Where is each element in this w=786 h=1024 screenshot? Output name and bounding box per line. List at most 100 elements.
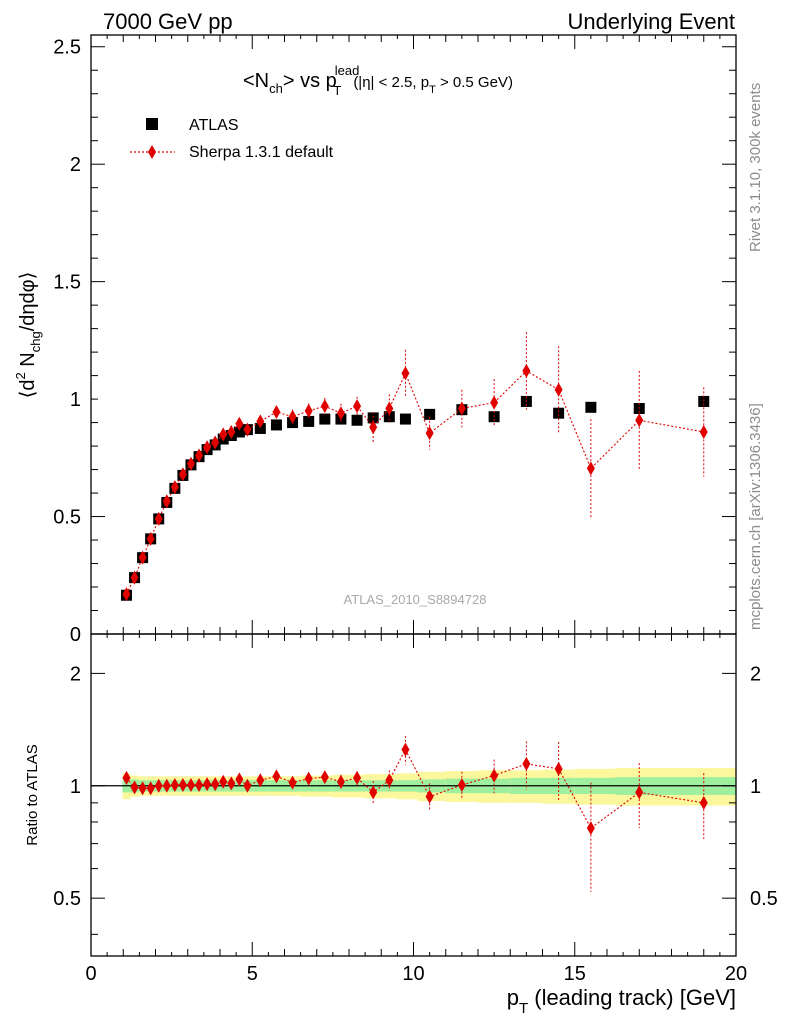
sherpa-ratio-point <box>586 821 595 836</box>
sherpa-point <box>219 427 228 442</box>
atlas-point <box>351 414 363 426</box>
sherpa-ratio-point <box>235 772 244 787</box>
atlas-point <box>698 395 710 407</box>
sherpa-ratio-point <box>146 781 155 796</box>
ratio-y-tick-label-right: 2 <box>750 663 761 685</box>
sherpa-ratio-point <box>522 756 531 771</box>
x-tick-label: 15 <box>564 963 586 985</box>
header-left: 7000 GeV pp <box>103 9 233 34</box>
sherpa-point <box>699 424 708 439</box>
sherpa-point <box>304 403 313 418</box>
atlas-point <box>553 407 565 419</box>
sherpa-point <box>138 550 147 565</box>
ratio-y-tick-label: 2 <box>70 663 81 685</box>
x-tick-label: 0 <box>85 963 96 985</box>
sherpa-point <box>425 426 434 441</box>
atlas-point <box>399 413 411 425</box>
sherpa-point <box>227 424 236 439</box>
sherpa-point <box>122 587 131 602</box>
atlas-point <box>303 415 315 427</box>
mcplots-label: mcplots.cern.ch [arXiv:1306.3436] <box>747 403 764 630</box>
y-tick-label: 0.5 <box>53 507 81 529</box>
sherpa-ratio-point <box>385 773 394 788</box>
sherpa-point <box>385 401 394 416</box>
header-right: Underlying Event <box>567 9 735 34</box>
legend-atlas-label: ATLAS <box>189 117 239 134</box>
ratio-y-tick-label: 1 <box>70 776 81 798</box>
y-tick-label: 1 <box>70 389 81 411</box>
sherpa-point <box>235 416 244 431</box>
sherpa-ratio-point <box>288 775 297 790</box>
sherpa-point <box>490 395 499 410</box>
sherpa-ratio-point <box>195 777 204 792</box>
sherpa-point <box>154 511 163 526</box>
sherpa-point <box>243 422 252 437</box>
x-tick-label: 20 <box>725 963 747 985</box>
sherpa-ratio-point <box>490 768 499 783</box>
legend-atlas-marker <box>146 118 158 130</box>
y-tick-label: 1.5 <box>53 272 81 294</box>
x-tick-label: 5 <box>247 963 258 985</box>
sherpa-point <box>256 414 265 429</box>
sherpa-ratio-point <box>425 789 434 804</box>
sherpa-point <box>401 366 410 381</box>
y-tick-label: 2 <box>70 154 81 176</box>
sherpa-point <box>203 440 212 455</box>
sherpa-point <box>320 399 329 414</box>
sherpa-ratio-point <box>369 785 378 800</box>
sherpa-point <box>178 467 187 482</box>
atlas-point <box>254 422 266 434</box>
axis-ticks: 0 5 10 15 20 0 0.5 1 1.5 2 2.5 0.5 0.5 1 1 2 2 <box>53 35 778 985</box>
sherpa-point <box>162 494 171 509</box>
sherpa-point <box>195 448 204 463</box>
y-tick-label: 2.5 <box>53 37 81 59</box>
ratio-y-tick-label-right: 0.5 <box>750 888 778 910</box>
sherpa-ratio-point <box>272 769 281 784</box>
x-axis-label: pT (leading track) [GeV] <box>507 985 736 1017</box>
x-tick-label: 10 <box>402 963 424 985</box>
sherpa-ratio-point <box>211 777 220 792</box>
sherpa-ratio-point <box>554 761 563 776</box>
ratio-y-tick-label-right: 1 <box>750 776 761 798</box>
sherpa-ratio-point <box>219 774 228 789</box>
atlas-point <box>424 408 436 420</box>
main-frame <box>90 34 737 635</box>
atlas-point <box>233 426 245 438</box>
sherpa-ratio-point <box>256 773 265 788</box>
ratio-y-tick-label: 0.5 <box>53 888 81 910</box>
sherpa-point <box>170 480 179 495</box>
sherpa-line <box>125 370 704 595</box>
legend-sherpa-marker <box>148 145 156 159</box>
sherpa-point <box>457 401 466 416</box>
sherpa-ratio-point <box>170 777 179 792</box>
sherpa-point <box>186 456 195 471</box>
sherpa-ratio-point <box>227 776 236 791</box>
main-panel <box>120 332 710 602</box>
atlas-point <box>319 413 331 425</box>
atlas-point <box>383 411 395 423</box>
sherpa-ratio-point <box>243 778 252 793</box>
sherpa-ratio-point <box>353 770 362 785</box>
sherpa-ratio-point <box>154 778 163 793</box>
sherpa-point <box>586 461 595 476</box>
main-ylabel: ⟨d2 Nchg/dηdφ⟩ <box>13 272 43 399</box>
sherpa-point <box>130 570 139 585</box>
sherpa-ratio-point <box>699 795 708 810</box>
sherpa-point <box>635 413 644 428</box>
sherpa-point <box>369 420 378 435</box>
atlas-point <box>585 401 597 413</box>
sherpa-ratio-point <box>130 780 139 795</box>
analysis-watermark: ATLAS_2010_S8894728 <box>344 592 487 607</box>
sherpa-ratio-point <box>122 770 131 785</box>
y-tick-label: 0 <box>70 624 81 646</box>
legend-sherpa-label: Sherpa 1.3.1 default <box>189 144 334 161</box>
sherpa-ratio-point <box>320 770 329 785</box>
sherpa-ratio-point <box>457 777 466 792</box>
sherpa-ratio-point <box>178 777 187 792</box>
sherpa-ratio-point <box>635 785 644 800</box>
plot-title: <Nch> vs plead T (|η| < 2.5, pT > 0.5 GeV) <box>243 63 513 98</box>
sherpa-ratio-point <box>304 771 313 786</box>
sherpa-point <box>288 409 297 424</box>
sherpa-point <box>211 435 220 450</box>
